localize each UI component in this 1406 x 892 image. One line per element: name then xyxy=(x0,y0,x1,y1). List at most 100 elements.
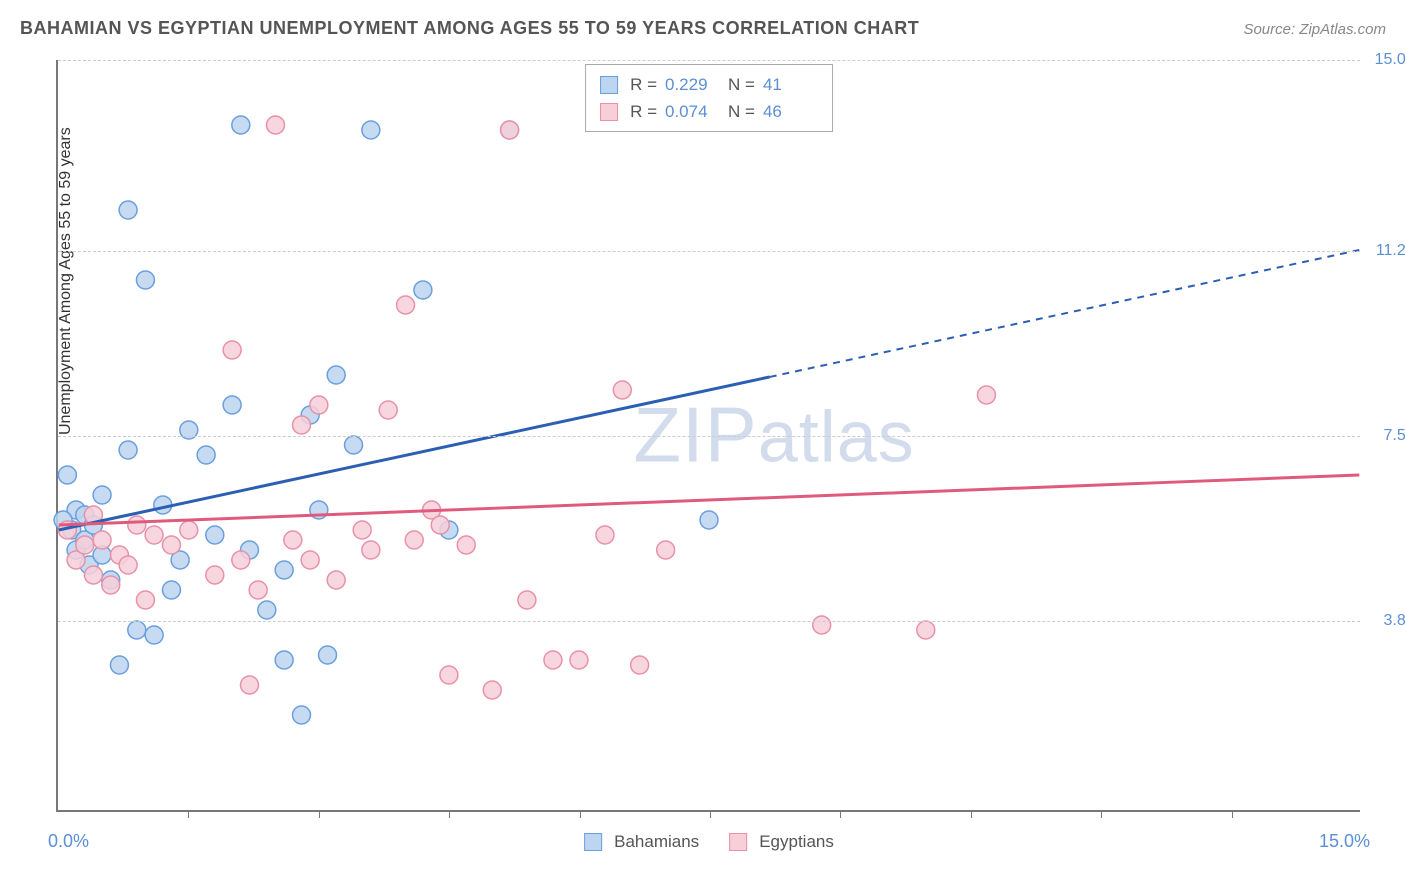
scatter-point xyxy=(293,706,311,724)
scatter-point xyxy=(128,516,146,534)
scatter-point xyxy=(267,116,285,134)
scatter-point xyxy=(613,381,631,399)
scatter-point xyxy=(501,121,519,139)
r-value: 0.074 xyxy=(665,98,720,125)
scatter-point xyxy=(258,601,276,619)
scatter-point xyxy=(206,526,224,544)
legend-stat-row: R = 0.229 N = 41 xyxy=(600,71,818,98)
x-axis-start: 0.0% xyxy=(48,831,89,852)
scatter-point xyxy=(223,341,241,359)
scatter-point xyxy=(162,536,180,554)
chart-title: BAHAMIAN VS EGYPTIAN UNEMPLOYMENT AMONG … xyxy=(20,18,919,39)
scatter-point xyxy=(397,296,415,314)
r-label: R = xyxy=(630,71,657,98)
scatter-point xyxy=(917,621,935,639)
scatter-point xyxy=(110,656,128,674)
scatter-point xyxy=(414,281,432,299)
gridline xyxy=(58,621,1360,622)
x-tick xyxy=(449,810,450,818)
legend-label: Egyptians xyxy=(759,832,834,852)
scatter-point xyxy=(457,536,475,554)
y-tick-label: 7.5% xyxy=(1384,427,1406,445)
scatter-point xyxy=(379,401,397,419)
scatter-point xyxy=(223,396,241,414)
n-value: 46 xyxy=(763,98,818,125)
scatter-point xyxy=(162,581,180,599)
scatter-point xyxy=(631,656,649,674)
n-label: N = xyxy=(728,98,755,125)
scatter-point xyxy=(596,526,614,544)
scatter-point xyxy=(241,676,259,694)
scatter-point xyxy=(353,521,371,539)
legend-item: Bahamians xyxy=(584,832,699,852)
x-tick xyxy=(319,810,320,818)
scatter-point xyxy=(76,536,94,554)
legend-stat-row: R = 0.074 N = 46 xyxy=(600,98,818,125)
trend-line-extrapolated xyxy=(770,250,1360,377)
legend-swatch xyxy=(600,103,618,121)
scatter-point xyxy=(345,436,363,454)
legend-swatch xyxy=(600,76,618,94)
scatter-point xyxy=(657,541,675,559)
legend-swatch xyxy=(584,833,602,851)
plot-area: Unemployment Among Ages 55 to 59 years Z… xyxy=(56,60,1360,812)
plot-svg xyxy=(58,60,1360,810)
scatter-point xyxy=(128,621,146,639)
gridline xyxy=(58,251,1360,252)
scatter-point xyxy=(977,386,995,404)
scatter-point xyxy=(327,571,345,589)
y-tick-label: 11.2% xyxy=(1376,242,1406,260)
scatter-point xyxy=(136,591,154,609)
source-label: Source: ZipAtlas.com xyxy=(1243,21,1386,38)
x-tick xyxy=(1232,810,1233,818)
scatter-point xyxy=(293,416,311,434)
scatter-point xyxy=(319,646,337,664)
n-label: N = xyxy=(728,71,755,98)
scatter-point xyxy=(362,121,380,139)
scatter-point xyxy=(284,531,302,549)
scatter-point xyxy=(362,541,380,559)
scatter-point xyxy=(180,521,198,539)
gridline xyxy=(58,436,1360,437)
scatter-point xyxy=(145,526,163,544)
scatter-point xyxy=(206,566,224,584)
y-tick-label: 15.0% xyxy=(1375,51,1406,69)
x-tick xyxy=(188,810,189,818)
legend-stats: R = 0.229 N = 41 R = 0.074 N = 46 xyxy=(585,64,833,132)
scatter-point xyxy=(93,486,111,504)
legend-label: Bahamians xyxy=(614,832,699,852)
scatter-point xyxy=(310,396,328,414)
scatter-point xyxy=(327,366,345,384)
scatter-point xyxy=(102,576,120,594)
r-value: 0.229 xyxy=(665,71,720,98)
scatter-point xyxy=(813,616,831,634)
scatter-point xyxy=(136,271,154,289)
x-tick xyxy=(580,810,581,818)
scatter-point xyxy=(58,466,76,484)
scatter-point xyxy=(518,591,536,609)
scatter-point xyxy=(275,651,293,669)
scatter-point xyxy=(440,666,458,684)
scatter-point xyxy=(232,551,250,569)
scatter-point xyxy=(301,551,319,569)
scatter-point xyxy=(431,516,449,534)
legend-series: Bahamians Egyptians xyxy=(584,832,834,852)
scatter-point xyxy=(570,651,588,669)
scatter-point xyxy=(84,566,102,584)
n-value: 41 xyxy=(763,71,818,98)
scatter-point xyxy=(119,556,137,574)
x-tick xyxy=(971,810,972,818)
scatter-point xyxy=(232,116,250,134)
y-tick-label: 3.8% xyxy=(1384,612,1406,630)
scatter-point xyxy=(275,561,293,579)
scatter-point xyxy=(405,531,423,549)
scatter-point xyxy=(145,626,163,644)
scatter-point xyxy=(119,441,137,459)
r-label: R = xyxy=(630,98,657,125)
x-tick xyxy=(840,810,841,818)
legend-swatch xyxy=(729,833,747,851)
trend-line xyxy=(59,377,770,530)
x-tick xyxy=(710,810,711,818)
scatter-point xyxy=(119,201,137,219)
scatter-point xyxy=(544,651,562,669)
